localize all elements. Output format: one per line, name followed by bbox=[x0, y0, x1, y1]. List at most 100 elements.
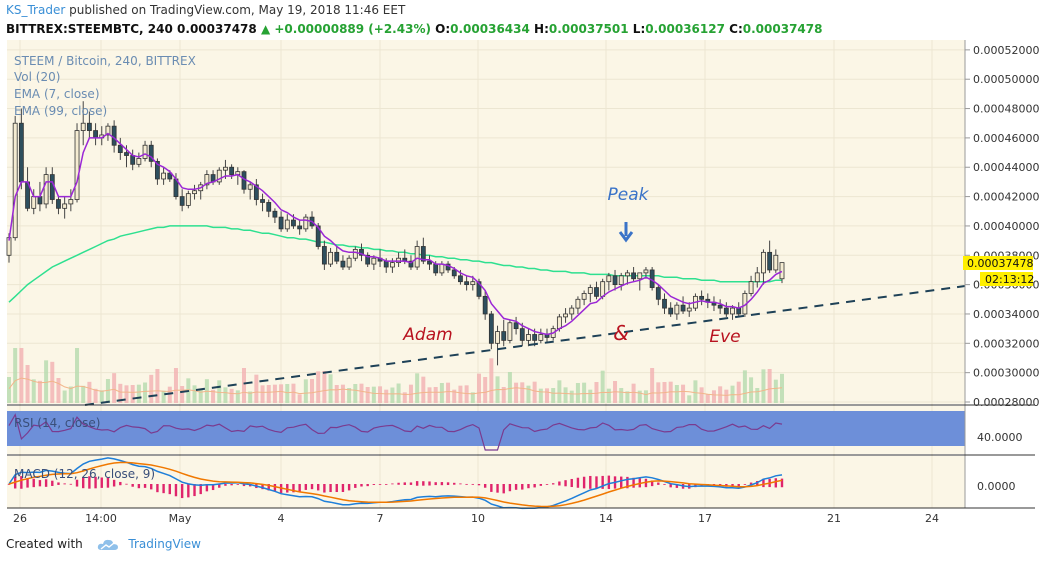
macd-hist-bar bbox=[626, 476, 629, 489]
macd-hist-bar bbox=[502, 484, 505, 494]
macd-hist-bar bbox=[650, 480, 654, 487]
macd-hist-bar bbox=[360, 484, 363, 487]
candle-body bbox=[631, 272, 636, 280]
macd-hist-bar bbox=[82, 477, 85, 489]
candle-body bbox=[612, 275, 618, 286]
candle-body bbox=[581, 293, 587, 300]
macd-hist-bar bbox=[26, 477, 29, 488]
candle-body bbox=[408, 260, 414, 268]
candle-body bbox=[204, 174, 210, 186]
candle-body bbox=[371, 257, 377, 265]
candle-body bbox=[161, 172, 167, 180]
macd-hist-bar bbox=[354, 484, 357, 488]
candle-body bbox=[451, 269, 457, 277]
volume-bar bbox=[705, 394, 710, 403]
macd-hist-bar bbox=[32, 478, 35, 488]
macd-hist-bar bbox=[156, 484, 159, 493]
macd-hist-bar bbox=[564, 480, 567, 487]
volume-bar bbox=[650, 368, 655, 403]
volume-bar bbox=[711, 390, 716, 403]
candle-body bbox=[359, 249, 364, 256]
volume-bar bbox=[136, 384, 141, 403]
price-tick-label: 0.00050000 bbox=[973, 73, 1039, 86]
legend-title: STEEM / Bitcoin, 240, BITTREX bbox=[14, 54, 196, 68]
footer: Created with TradingView bbox=[6, 537, 201, 552]
volume-bar bbox=[749, 377, 754, 403]
macd-hist-bar bbox=[391, 483, 394, 485]
macd-hist-bar bbox=[409, 482, 413, 485]
candle-body bbox=[464, 281, 470, 286]
macd-hist-bar bbox=[737, 484, 740, 487]
volume-bar bbox=[143, 382, 148, 403]
macd-hist-bar bbox=[69, 483, 73, 485]
price-tick-label: 0.00030000 bbox=[973, 367, 1039, 380]
volume-bar bbox=[198, 388, 203, 403]
macd-hist-bar bbox=[125, 483, 128, 485]
volume-bar bbox=[266, 385, 271, 403]
candle-body bbox=[383, 260, 389, 268]
ampersand-label: & bbox=[613, 321, 629, 345]
volume-bar bbox=[378, 386, 383, 403]
candle-body bbox=[773, 254, 779, 271]
volume-bar bbox=[588, 389, 593, 403]
time-tick-label: 21 bbox=[827, 512, 841, 525]
volume-bar bbox=[501, 387, 506, 403]
candle-body bbox=[56, 199, 61, 209]
candle-body bbox=[315, 225, 321, 247]
macd-hist-bar bbox=[347, 484, 351, 491]
candle-body bbox=[389, 262, 395, 268]
macd-hist-bar bbox=[57, 482, 60, 485]
trendline[interactable] bbox=[84, 285, 966, 406]
volume-bar bbox=[619, 388, 624, 403]
volume-bar bbox=[130, 385, 135, 403]
candle-body bbox=[18, 122, 24, 183]
chart-svg[interactable]: Peak Adam & Eve STEEM / Bitcoin, 240, BI… bbox=[0, 0, 1042, 530]
price-tick-label: 0.00032000 bbox=[973, 337, 1039, 350]
price-axis[interactable]: 0.00052000 0.00050000 0.00048000 0.00046000… bbox=[965, 44, 1039, 409]
candle-body bbox=[519, 328, 525, 341]
volume-bars bbox=[7, 348, 784, 403]
candle-body bbox=[495, 331, 500, 344]
macd-hist-bar bbox=[329, 484, 332, 493]
candle-body bbox=[74, 130, 80, 200]
macd-hist-bar bbox=[422, 481, 425, 486]
time-tick-label: 7 bbox=[377, 512, 384, 525]
macd-hist-bar bbox=[63, 483, 66, 485]
volume-bar bbox=[112, 373, 117, 403]
candle-body bbox=[260, 199, 265, 203]
macd-hist-bar bbox=[224, 484, 227, 486]
time-axis[interactable]: 26 14:00 May 4 7 10 14 17 21 24 bbox=[13, 512, 939, 525]
volume-bar bbox=[161, 390, 166, 403]
macd-hist-bar bbox=[657, 482, 660, 485]
author-link[interactable]: KS_Trader bbox=[6, 3, 66, 17]
tradingview-link[interactable]: TradingView bbox=[128, 537, 201, 551]
candle-body bbox=[117, 144, 123, 153]
time-tick-label: 24 bbox=[925, 512, 939, 525]
volume-bar bbox=[217, 380, 222, 403]
high-label: H: bbox=[534, 22, 549, 36]
candle-body bbox=[662, 298, 667, 309]
candle-body bbox=[655, 287, 661, 300]
volume-bar bbox=[285, 384, 290, 403]
candle-body bbox=[569, 307, 575, 315]
candle-body bbox=[637, 272, 643, 280]
macd-hist-bar bbox=[415, 481, 419, 486]
candle-body bbox=[488, 313, 494, 344]
macd-hist-bar bbox=[366, 484, 369, 487]
countdown-tag bbox=[980, 272, 1033, 286]
macd-hist-bar bbox=[211, 484, 215, 491]
volume-bar bbox=[396, 383, 401, 403]
candle-body bbox=[253, 184, 259, 200]
macd-hist-bar bbox=[397, 482, 400, 485]
candle-body bbox=[754, 272, 760, 283]
volume-bar bbox=[353, 384, 358, 403]
volume-bar bbox=[483, 377, 488, 403]
macd-hist-bar bbox=[570, 478, 573, 488]
macd-hist-bar bbox=[88, 476, 91, 489]
last-price: 0.00037478 bbox=[177, 22, 257, 36]
down-arrow-icon bbox=[618, 222, 634, 243]
macd-hist-bar bbox=[508, 484, 512, 492]
macd-hist-bar bbox=[180, 484, 184, 499]
volume-bar bbox=[44, 360, 49, 403]
time-tick-label: May bbox=[169, 512, 192, 525]
